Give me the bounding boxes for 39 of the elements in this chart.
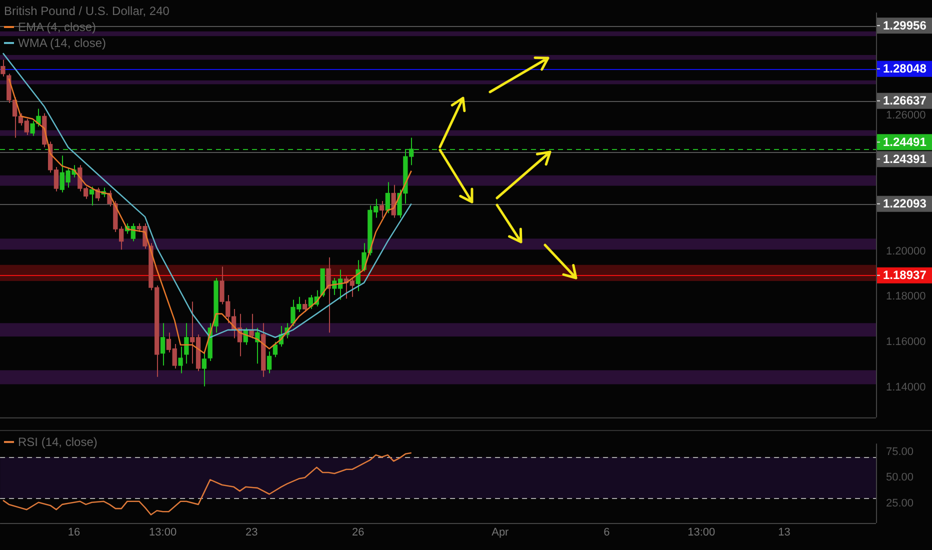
candlestick (385, 182, 390, 214)
candlestick (184, 322, 189, 364)
ref-line-label: 1.18937 (883, 268, 927, 282)
x-tick-label: Apr (492, 526, 510, 539)
y-tick-label: 75.00 (886, 446, 914, 458)
legend-label: RSI (14, close) (18, 434, 98, 450)
candlestick (249, 313, 254, 339)
candlestick (379, 200, 384, 218)
candlestick (202, 350, 207, 387)
candlestick (160, 322, 166, 366)
ref-line-label: 1.24391 (883, 152, 927, 166)
candlestick (266, 350, 272, 374)
ref-line-label: 1.29956 (883, 18, 927, 32)
y-tick-label: 1.26000 (886, 109, 926, 122)
legend-label: WMA (14, close) (18, 35, 106, 51)
y-tick-label: 1.20000 (886, 245, 926, 258)
candlestick (326, 256, 331, 334)
y-tick-label: 1.16000 (886, 336, 926, 348)
y-tick-label: 50.00 (886, 472, 914, 484)
candlestick (302, 299, 308, 313)
x-tick-label: 13:00 (688, 526, 716, 539)
x-tick-label: 13 (778, 526, 790, 539)
candlestick (89, 186, 94, 206)
ref-line-label: 1.26637 (883, 94, 927, 108)
y-tick-label: 25.00 (886, 497, 914, 510)
x-tick-label: 16 (68, 526, 80, 539)
chart-title: British Pound / U.S. Dollar, 240 (4, 3, 170, 19)
candlestick (0, 59, 6, 78)
ref-line-label: 1.24491 (883, 134, 927, 149)
x-tick-label: 23 (245, 526, 258, 539)
candlestick (255, 327, 260, 364)
y-tick-label: 1.14000 (886, 381, 926, 394)
x-tick-label: 13:00 (149, 526, 177, 539)
ref-line-label: 1.28048 (883, 62, 927, 76)
y-tick-label: 1.18000 (886, 290, 926, 303)
ref-line-label: 1.22093 (883, 196, 927, 211)
x-tick-label: 6 (604, 526, 610, 539)
x-tick-label: 26 (352, 526, 364, 539)
candlestick (178, 346, 183, 374)
